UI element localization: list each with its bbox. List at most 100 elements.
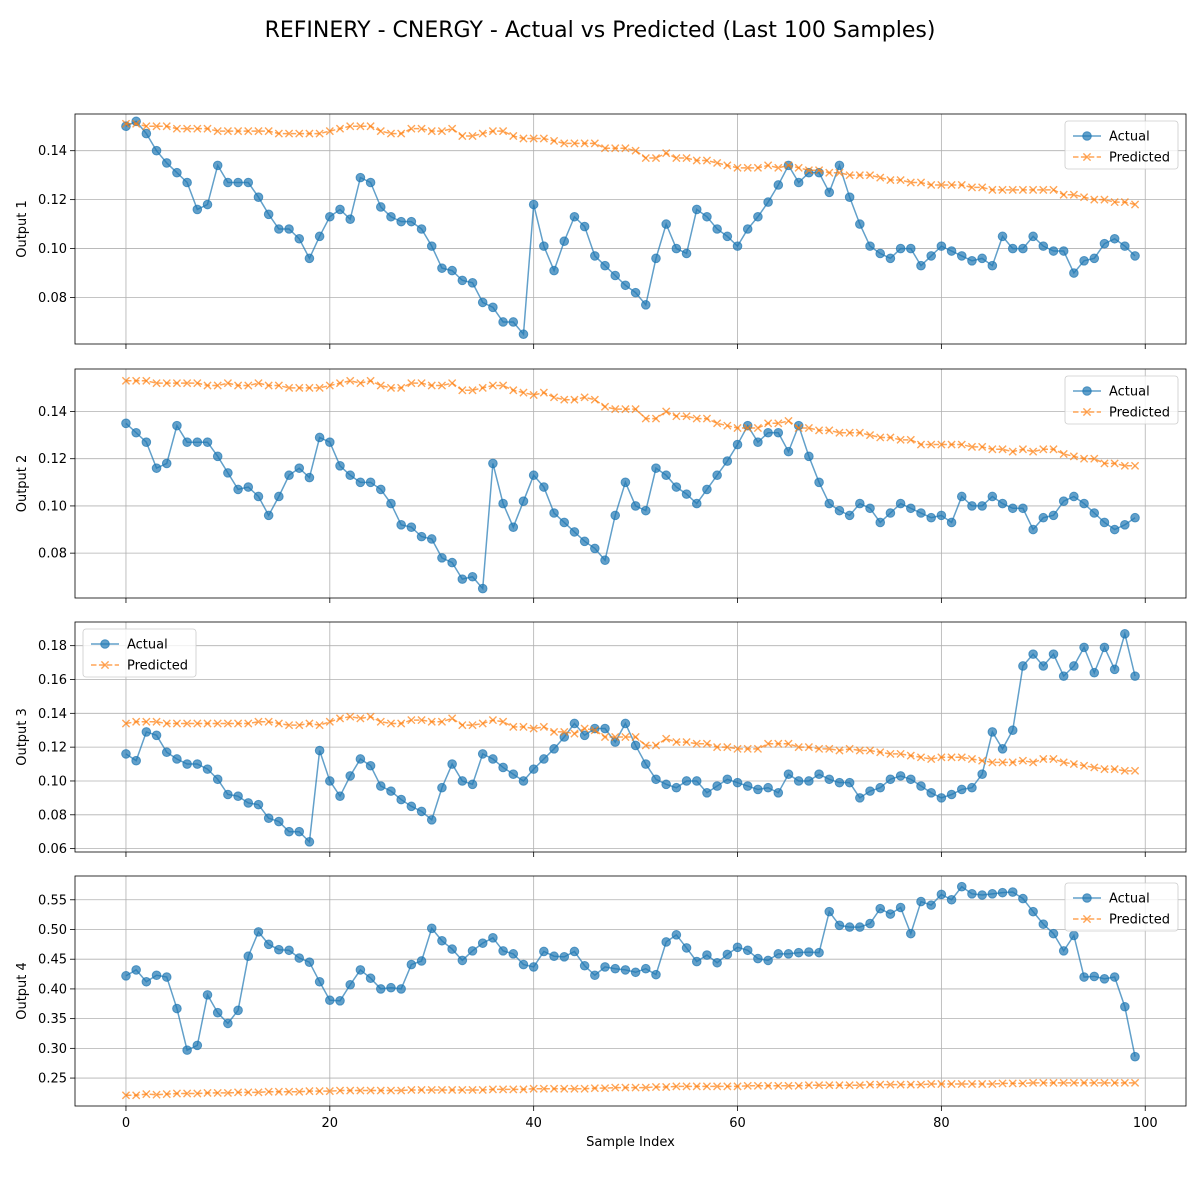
data-point — [437, 127, 447, 136]
data-point — [988, 758, 997, 767]
data-point — [824, 187, 835, 198]
data-point — [753, 423, 763, 433]
data-point — [263, 939, 274, 950]
data-point — [579, 536, 590, 547]
series-points-actual — [121, 881, 1140, 1062]
data-point — [1029, 758, 1038, 767]
data-point — [774, 739, 783, 748]
data-point — [662, 1082, 671, 1092]
data-point — [478, 1085, 487, 1095]
data-point — [508, 949, 519, 959]
data-point — [305, 1087, 314, 1096]
data-point — [936, 510, 947, 521]
data-point — [193, 1089, 202, 1098]
data-point — [732, 439, 743, 450]
data-point — [1130, 1078, 1140, 1087]
data-point — [702, 484, 712, 495]
data-point — [1048, 510, 1059, 521]
data-point — [356, 122, 365, 131]
data-point — [763, 197, 773, 207]
data-point — [498, 762, 508, 773]
data-point — [253, 491, 264, 502]
data-point — [916, 896, 926, 907]
data-point — [937, 1079, 946, 1089]
data-point — [621, 144, 630, 153]
data-point — [213, 381, 222, 390]
data-point — [233, 381, 243, 390]
data-point — [600, 555, 610, 566]
data-point — [121, 376, 131, 385]
data-point — [896, 1080, 905, 1089]
data-point — [396, 794, 406, 805]
data-point — [539, 134, 548, 143]
data-point — [600, 723, 610, 734]
data-point — [560, 727, 569, 737]
data-point — [641, 741, 650, 750]
data-point — [672, 737, 681, 747]
data-point — [1089, 667, 1100, 678]
axes-frame — [74, 875, 1187, 1107]
data-point — [1039, 185, 1048, 194]
data-point — [284, 1087, 294, 1096]
data-point — [997, 744, 1008, 754]
data-point — [1038, 661, 1049, 671]
data-point — [172, 1089, 182, 1098]
data-point — [1069, 930, 1079, 941]
data-point — [407, 1085, 416, 1095]
data-point — [1109, 664, 1120, 675]
data-point — [305, 719, 314, 728]
data-point — [1089, 971, 1100, 982]
data-point — [447, 759, 457, 769]
subplot-1: 0.08 0.10 0.12 0.14 Output 1 Actual Predicted — [15, 113, 1187, 349]
data-point — [467, 571, 478, 582]
data-point — [345, 470, 356, 481]
data-point — [1049, 445, 1058, 454]
data-point — [223, 789, 233, 800]
data-point — [397, 1086, 406, 1095]
data-point — [825, 1081, 834, 1090]
data-point — [722, 231, 733, 242]
data-point — [192, 759, 203, 769]
data-point — [1069, 491, 1079, 502]
data-point — [1048, 649, 1059, 659]
data-point — [743, 1081, 752, 1090]
data-point — [509, 386, 518, 395]
data-point — [733, 1082, 742, 1091]
data-point — [1069, 759, 1078, 769]
data-point — [1039, 445, 1048, 454]
data-point — [896, 435, 905, 444]
data-point — [365, 477, 376, 488]
data-point — [1100, 765, 1109, 774]
data-point — [957, 180, 966, 190]
data-point — [1069, 661, 1079, 671]
legend-label: Actual — [1109, 130, 1150, 145]
data-point — [1079, 972, 1089, 982]
data-point — [386, 383, 396, 392]
data-point — [477, 749, 488, 759]
data-point — [559, 952, 570, 962]
data-point — [579, 221, 590, 232]
data-point — [702, 211, 712, 222]
data-point — [804, 451, 814, 462]
data-point — [448, 1085, 457, 1095]
y-tick-label: 0.10 — [38, 499, 67, 514]
data-point — [1007, 887, 1018, 897]
y-tick-label: 0.08 — [38, 291, 67, 306]
data-point — [121, 719, 131, 728]
data-point — [203, 124, 212, 133]
data-point — [121, 971, 131, 981]
data-point — [253, 799, 264, 810]
series-line-predicted — [125, 1082, 1136, 1097]
data-point — [916, 440, 926, 449]
data-point — [600, 962, 610, 972]
data-point — [702, 1082, 712, 1091]
data-point — [876, 748, 885, 757]
data-point — [834, 920, 845, 931]
data-point — [988, 1079, 997, 1089]
data-point — [600, 732, 610, 742]
data-point — [274, 816, 284, 827]
data-point — [447, 265, 457, 276]
data-point — [1130, 766, 1140, 775]
data-point — [183, 719, 192, 728]
data-point — [427, 127, 436, 136]
